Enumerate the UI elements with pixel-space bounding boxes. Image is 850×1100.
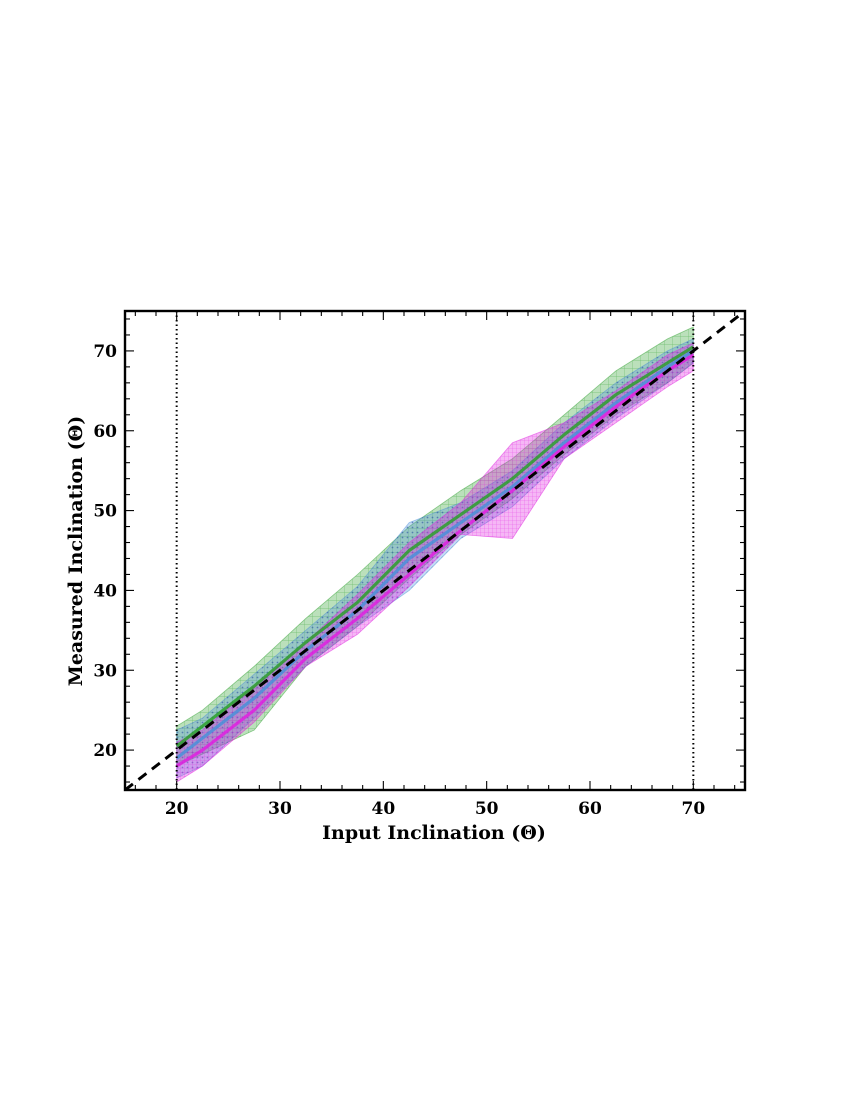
series-lines <box>175 345 695 768</box>
y-tick-label: 40 <box>93 581 117 601</box>
series-line-2 <box>175 353 695 768</box>
band-hatch-2 <box>176 342 694 782</box>
reference-lines <box>125 311 745 790</box>
series-line-1 <box>175 349 695 760</box>
y-tick-label: 60 <box>93 422 117 442</box>
x-tick-label: 20 <box>165 799 189 819</box>
x-tick-label: 60 <box>578 799 602 819</box>
series-line-0 <box>175 345 695 748</box>
axis-ticks <box>125 311 745 790</box>
x-tick-label: 40 <box>371 799 395 819</box>
one-to-one-line <box>125 311 745 790</box>
tick-labels: 20 30 40 50 60 70 20 30 40 50 60 70 <box>93 342 705 819</box>
y-axis-label: Measured Inclination (Θ) <box>65 416 87 686</box>
y-tick-label: 20 <box>93 741 117 761</box>
y-tick-label: 30 <box>93 661 117 681</box>
y-tick-label: 70 <box>93 342 117 362</box>
x-tick-label: 30 <box>268 799 292 819</box>
x-tick-label: 50 <box>475 799 499 819</box>
x-axis-label: Input Inclination (Θ) <box>322 822 546 844</box>
plot-frame <box>123 309 747 792</box>
y-tick-label: 50 <box>93 502 117 522</box>
x-tick-label: 70 <box>681 799 705 819</box>
